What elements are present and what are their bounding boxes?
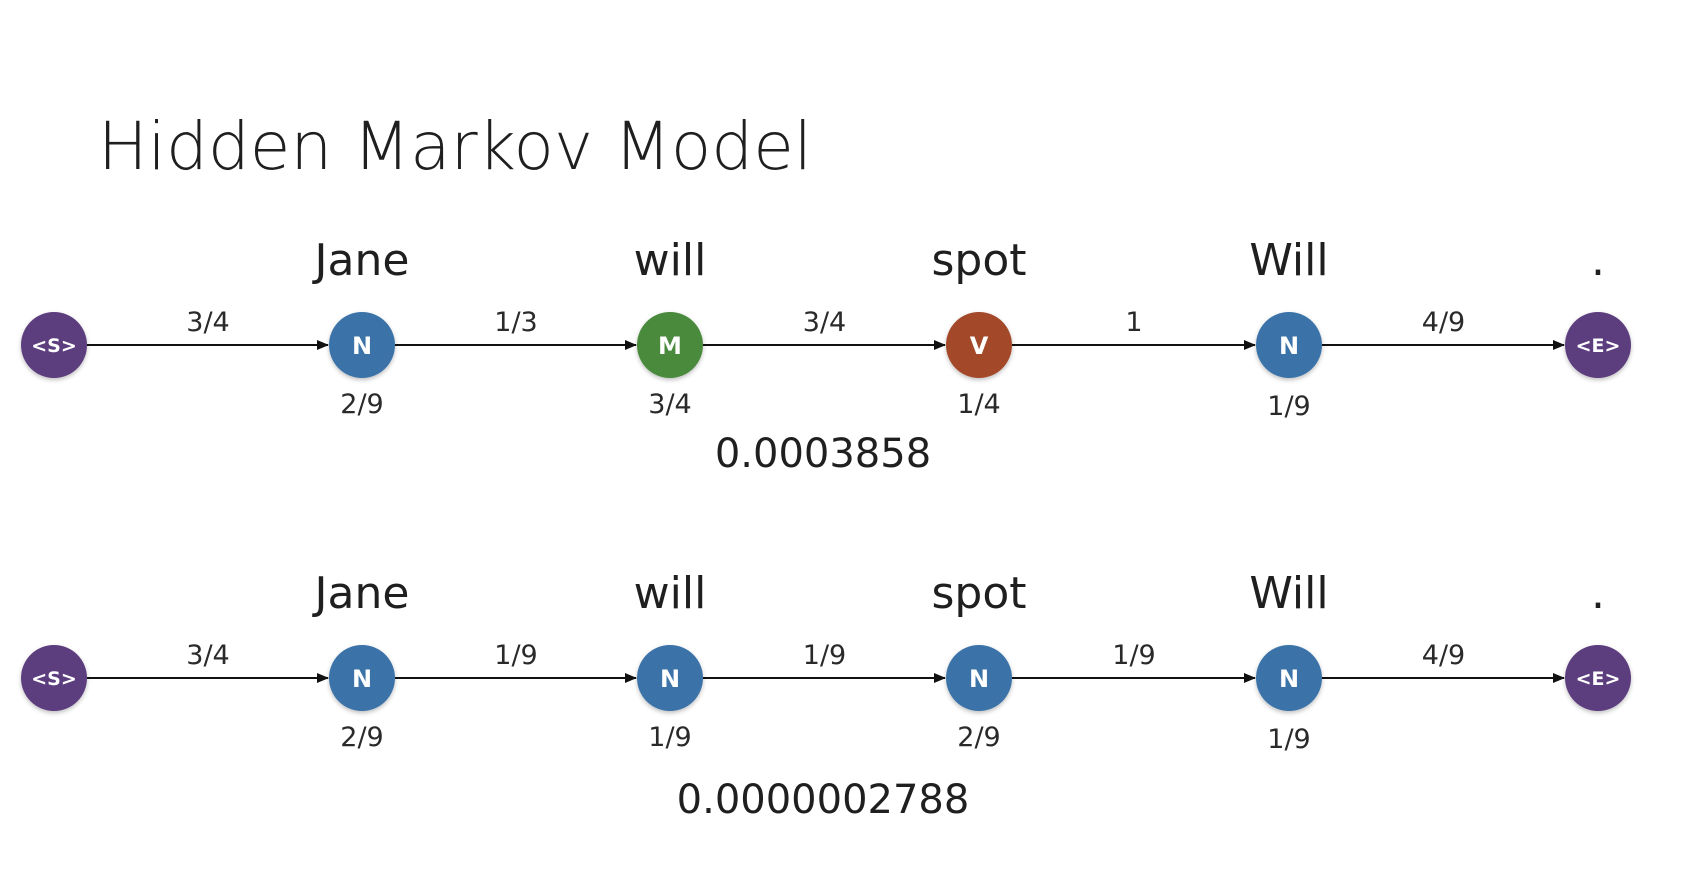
start-node: <S>: [21, 645, 87, 711]
node-label: <S>: [31, 668, 77, 690]
node-label: M: [658, 332, 682, 360]
emission-prob: 2/9: [340, 722, 383, 753]
transition-prob: 1/9: [494, 640, 537, 671]
node-circle: [637, 312, 703, 378]
emission-prob: 1/9: [648, 722, 691, 753]
transition-prob: 4/9: [1422, 640, 1465, 671]
transition-prob: 3/4: [186, 640, 229, 671]
state-node: N: [329, 312, 395, 378]
emission-prob: 3/4: [648, 389, 691, 420]
node-label: N: [352, 665, 372, 693]
state-node: N: [637, 645, 703, 711]
node-label: N: [1279, 332, 1299, 360]
node-label: N: [1279, 665, 1299, 693]
transition-prob: 3/4: [803, 307, 846, 338]
state-node: N: [946, 645, 1012, 711]
emission-prob: 2/9: [340, 389, 383, 420]
transition-prob: 3/4: [186, 307, 229, 338]
node-circle: [329, 645, 395, 711]
word-label: Will: [1249, 235, 1328, 286]
node-label: <E>: [1576, 335, 1621, 357]
end-node: <E>: [1565, 312, 1631, 378]
node-circle: [946, 312, 1012, 378]
word-label: .: [1591, 568, 1605, 619]
node-label: N: [969, 665, 989, 693]
word-label: spot: [931, 235, 1026, 286]
transition-prob: 1/3: [494, 307, 537, 338]
start-node: <S>: [21, 312, 87, 378]
node-label: V: [970, 332, 989, 360]
word-label: Jane: [312, 568, 410, 619]
node-circle: [1256, 645, 1322, 711]
node-circle: [21, 312, 87, 378]
state-node: V: [946, 312, 1012, 378]
word-label: will: [634, 235, 707, 286]
node-label: N: [352, 332, 372, 360]
node-circle: [1565, 312, 1631, 378]
state-node: N: [329, 645, 395, 711]
emission-prob: 2/9: [957, 722, 1000, 753]
node-label: <E>: [1576, 668, 1621, 690]
transition-prob: 1/9: [803, 640, 846, 671]
emission-prob: 1/9: [1267, 391, 1310, 422]
node-label: <S>: [31, 335, 77, 357]
state-node: M: [637, 312, 703, 378]
node-circle: [21, 645, 87, 711]
page-title: Hidden Markov Model: [98, 108, 813, 185]
transition-prob: 1/9: [1112, 640, 1155, 671]
hmm-row-1: 3/4 1/3 3/4 1 4/9 <S> N M V N <E> Jane will spot Will.…: [21, 235, 1631, 477]
hmm-row-2: 3/4 1/9 1/9 1/9 4/9 <S> N N N N <E> Jane will spot Wil…: [21, 568, 1631, 823]
end-node: <E>: [1565, 645, 1631, 711]
node-circle: [946, 645, 1012, 711]
emission-prob: 1/9: [1267, 724, 1310, 755]
word-label: .: [1591, 235, 1605, 286]
node-circle: [329, 312, 395, 378]
path-probability: 0.0003858: [715, 431, 931, 477]
node-label: N: [660, 665, 680, 693]
transition-prob: 4/9: [1422, 307, 1465, 338]
path-probability: 0.0000002788: [677, 777, 970, 823]
node-circle: [1565, 645, 1631, 711]
word-label: will: [634, 568, 707, 619]
state-node: N: [1256, 312, 1322, 378]
node-circle: [1256, 312, 1322, 378]
word-label: Will: [1249, 568, 1328, 619]
transition-prob: 1: [1125, 307, 1142, 338]
emission-prob: 1/4: [957, 389, 1000, 420]
word-label: Jane: [312, 235, 410, 286]
word-label: spot: [931, 568, 1026, 619]
state-node: N: [1256, 645, 1322, 711]
node-circle: [637, 645, 703, 711]
